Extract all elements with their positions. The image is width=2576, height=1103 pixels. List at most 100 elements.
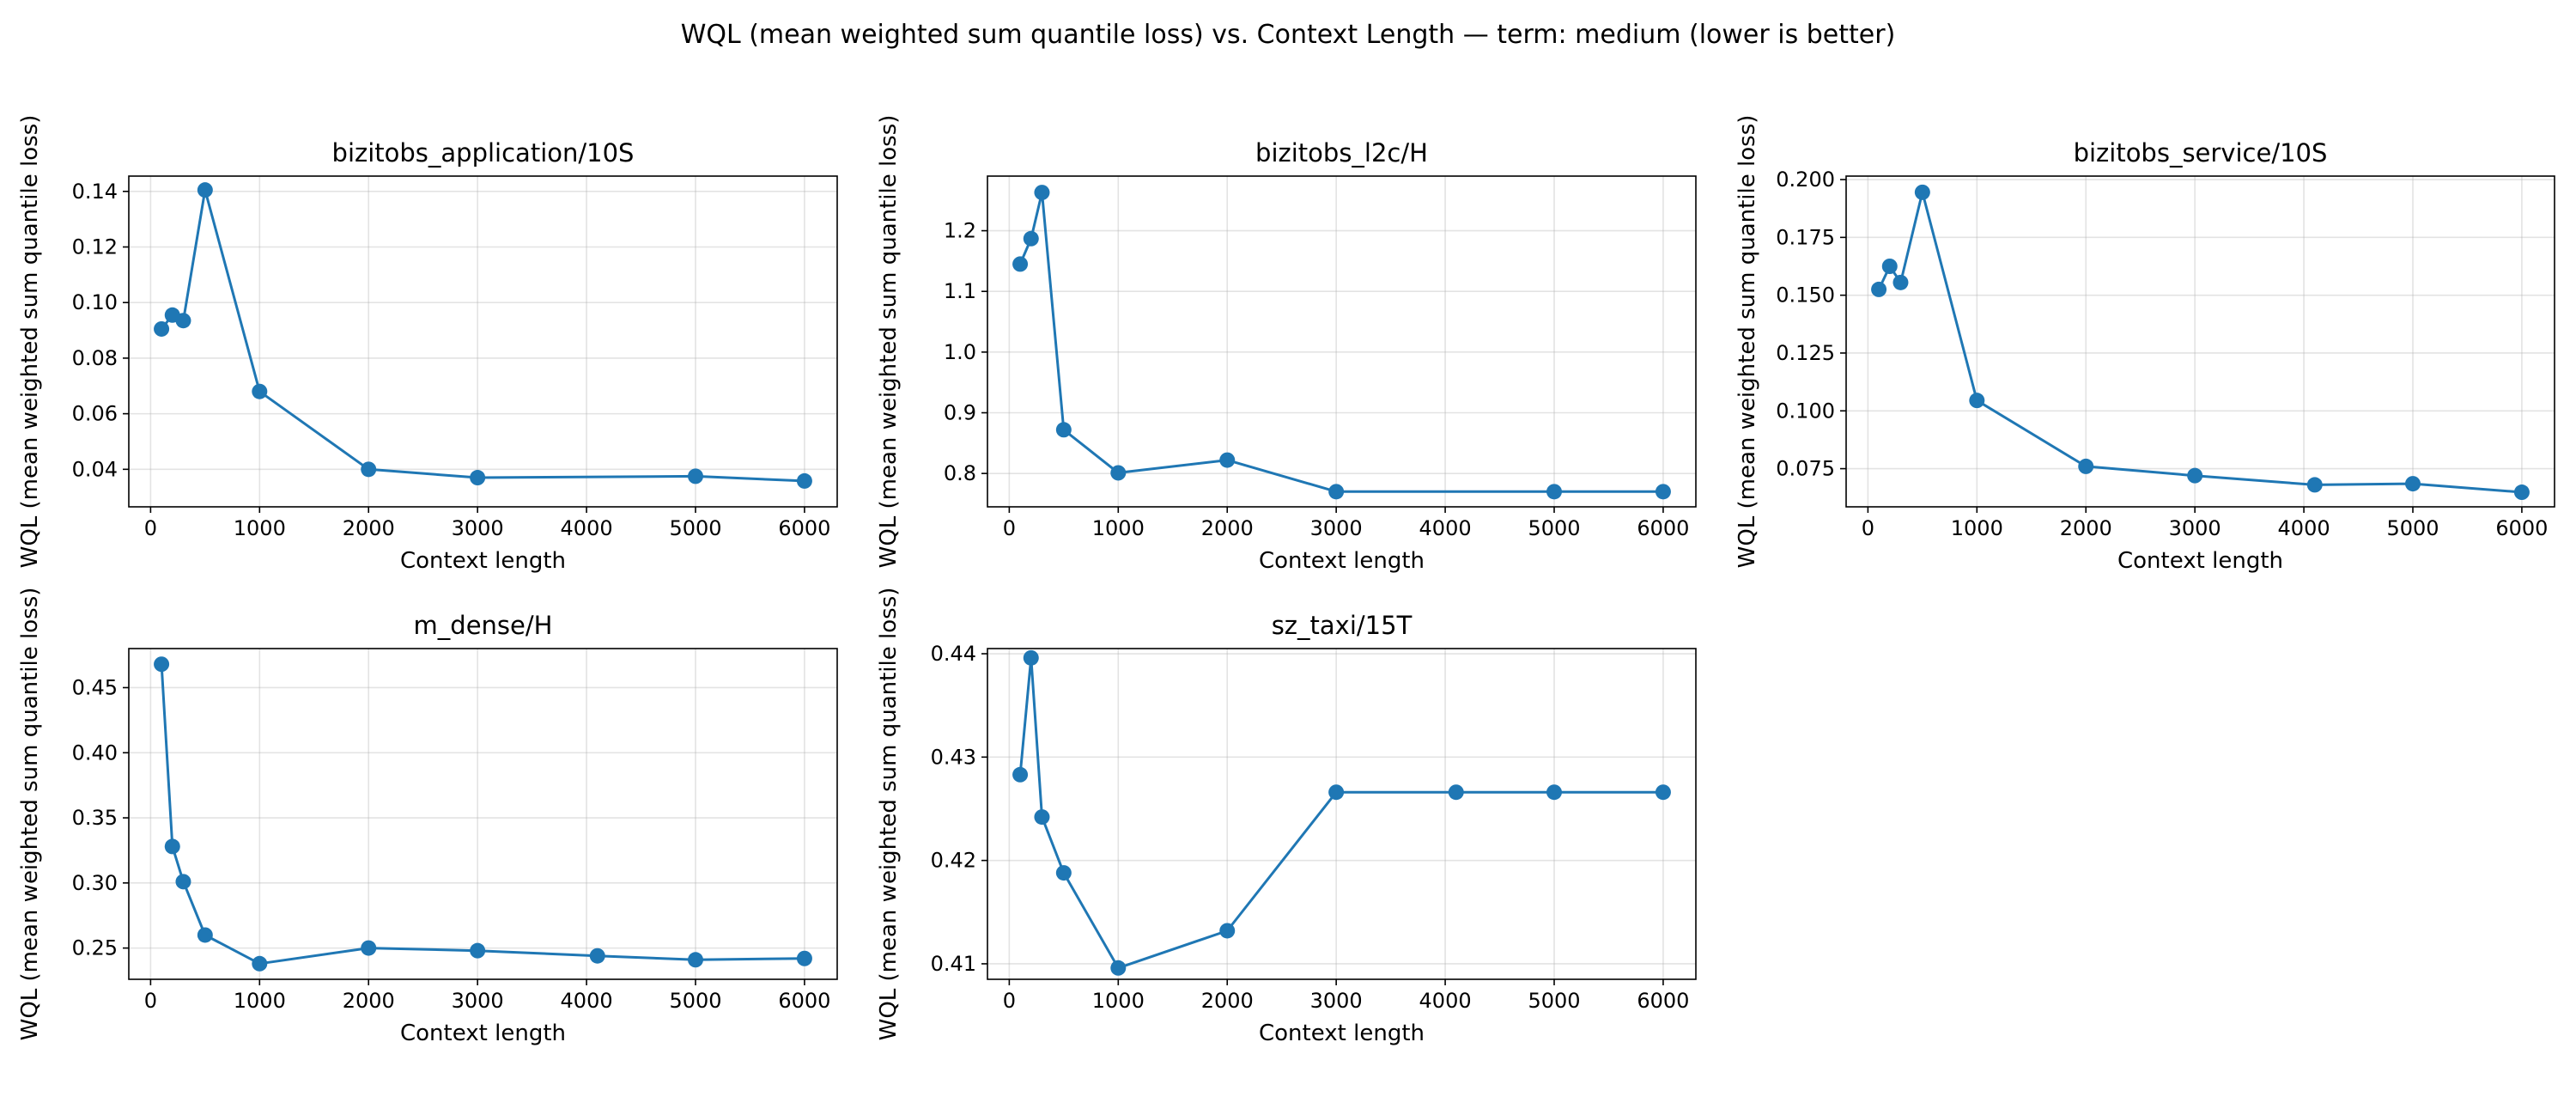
data-point	[2513, 484, 2530, 501]
subplot-3: 0 1000 2000 3000 4000 5000 6000 0.075 0.100 0.125…	[1735, 115, 2555, 574]
data-point	[688, 468, 703, 484]
data-point	[361, 940, 377, 956]
data-point	[1881, 259, 1898, 274]
data-point	[470, 470, 486, 486]
x-tick-label: 5000	[669, 989, 721, 1013]
data-point	[1219, 923, 1236, 939]
y-axis-label: WQL (mean weighted sum quantile loss)	[1735, 115, 1760, 569]
y-tick-label: 1.0	[944, 340, 976, 364]
data-point	[1655, 784, 1671, 801]
y-tick-label: 0.125	[1776, 341, 1835, 365]
y-tick-label: 0.40	[72, 740, 118, 765]
plot-area	[987, 649, 1696, 979]
subplot-2: 0 1000 2000 3000 4000 5000 6000 0.8 0.9 1.0 1.1 1.2…	[876, 115, 1697, 574]
data-point	[1012, 766, 1029, 783]
y-tick-label: 0.200	[1776, 168, 1835, 192]
x-tick-label: 3000	[1310, 516, 1363, 540]
y-axis-label: WQL (mean weighted sum quantile loss)	[17, 588, 43, 1041]
plot-frame	[1845, 175, 2555, 508]
y-axis-label: WQL (mean weighted sum quantile loss)	[876, 588, 902, 1041]
data-point	[164, 838, 180, 855]
x-tick-label: 0	[1003, 516, 1016, 540]
x-tick-label: 4000	[2278, 516, 2330, 540]
subplot-title: bizitobs_l2c/H	[1255, 138, 1428, 168]
subplot-title: sz_taxi/15T	[1272, 611, 1413, 640]
data-point	[197, 182, 213, 198]
x-tick-label: 4000	[561, 516, 613, 540]
data-point	[796, 950, 812, 966]
data-point	[1328, 484, 1345, 500]
data-point	[589, 948, 605, 964]
data-point	[1546, 784, 1562, 801]
y-tick-label: 0.14	[72, 180, 118, 204]
data-point	[1448, 784, 1464, 801]
x-tick-label: 3000	[452, 989, 504, 1013]
data-point	[361, 461, 377, 478]
data-point	[154, 320, 170, 337]
y-tick-label: 0.25	[72, 936, 118, 960]
x-tick-label: 4000	[561, 989, 613, 1013]
data-point	[175, 313, 191, 329]
x-tick-label: 6000	[2495, 516, 2548, 540]
plot-frame	[987, 648, 1697, 980]
x-tick-label: 4000	[1419, 516, 1472, 540]
y-axis-label: WQL (mean weighted sum quantile loss)	[876, 115, 902, 569]
data-point	[1055, 865, 1072, 881]
y-tick-label: 0.175	[1776, 225, 1835, 249]
plot-frame	[987, 175, 1697, 508]
data-point	[470, 942, 486, 959]
x-tick-label: 6000	[778, 989, 830, 1013]
x-tick-label: 3000	[1310, 989, 1363, 1013]
y-tick-label: 0.35	[72, 806, 118, 830]
x-tick-label: 5000	[2386, 516, 2439, 540]
y-tick-label: 0.075	[1776, 457, 1835, 481]
x-tick-label: 3000	[2169, 516, 2221, 540]
y-tick-label: 0.12	[72, 235, 118, 259]
subplot-1: 0 1000 2000 3000 4000 5000 6000 0.04 0.06 0.08 0.1…	[17, 115, 838, 574]
x-tick-label: 6000	[778, 516, 830, 540]
x-axis-label: Context length	[400, 548, 566, 574]
data-point	[1055, 422, 1072, 438]
subplot-title: bizitobs_application/10S	[332, 138, 635, 168]
x-tick-label: 2000	[343, 516, 395, 540]
x-tick-label: 1000	[1092, 516, 1145, 540]
x-tick-label: 4000	[1419, 989, 1472, 1013]
y-tick-label: 0.43	[931, 745, 976, 769]
y-tick-label: 1.2	[944, 219, 976, 243]
data-point	[252, 383, 268, 399]
x-tick-label: 2000	[2060, 516, 2112, 540]
y-tick-label: 0.08	[72, 346, 118, 370]
y-tick-label: 0.9	[944, 401, 976, 425]
data-point	[1655, 484, 1671, 500]
subplot-title: bizitobs_service/10S	[2074, 138, 2328, 168]
data-point	[1110, 960, 1127, 976]
y-tick-label: 0.100	[1776, 399, 1835, 423]
data-point	[175, 874, 191, 890]
data-point	[1034, 185, 1050, 201]
y-tick-label: 0.42	[931, 849, 976, 873]
data-point	[2405, 476, 2421, 492]
y-tick-label: 0.41	[931, 952, 976, 976]
x-tick-label: 2000	[343, 989, 395, 1013]
x-tick-label: 1000	[234, 989, 286, 1013]
x-tick-label: 0	[1862, 516, 1874, 540]
x-tick-label: 5000	[1528, 516, 1580, 540]
y-tick-label: 0.30	[72, 871, 118, 895]
x-tick-label: 6000	[1637, 989, 1689, 1013]
x-axis-label: Context length	[1259, 548, 1425, 574]
x-tick-label: 2000	[1201, 989, 1254, 1013]
figure-suptitle: WQL (mean weighted sum quantile loss) vs…	[681, 20, 1896, 50]
data-point	[1969, 393, 1985, 409]
plot-area	[987, 176, 1696, 507]
x-tick-label: 1000	[1951, 516, 2003, 540]
data-point	[1012, 256, 1029, 272]
y-tick-label: 0.10	[72, 290, 118, 314]
y-tick-label: 0.45	[72, 675, 118, 699]
y-tick-label: 1.1	[944, 279, 976, 303]
x-tick-label: 5000	[1528, 989, 1580, 1013]
data-point	[1219, 452, 1236, 468]
x-tick-label: 0	[144, 989, 157, 1013]
data-point	[2306, 477, 2323, 493]
series-line	[1877, 191, 2523, 494]
